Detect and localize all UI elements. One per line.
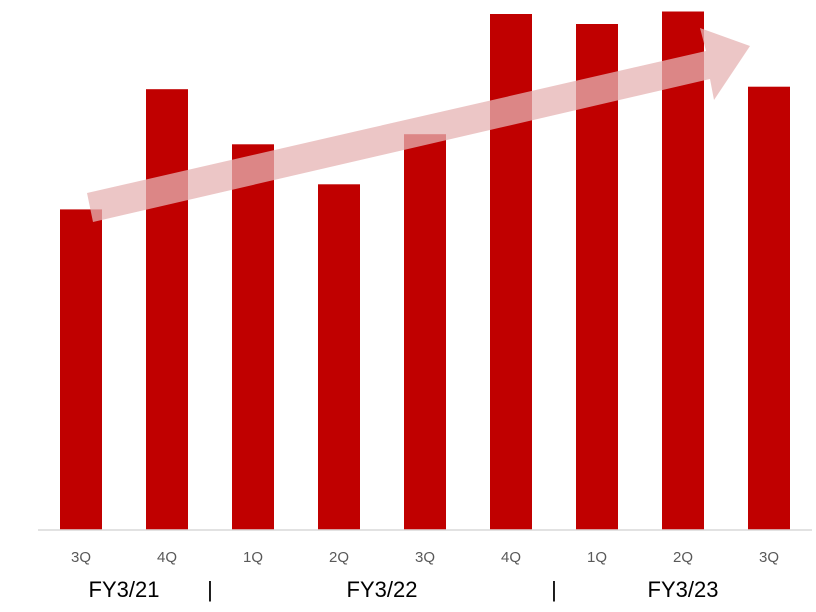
tick-label-5: 4Q bbox=[501, 549, 521, 566]
tick-label-4: 3Q bbox=[415, 549, 435, 566]
bar-5 bbox=[490, 14, 532, 530]
tick-label-2: 1Q bbox=[243, 549, 263, 566]
bar-8 bbox=[748, 86, 790, 530]
bar-4 bbox=[404, 134, 446, 530]
bar-0 bbox=[60, 209, 102, 530]
tick-label-7: 2Q bbox=[673, 549, 693, 566]
fiscal-year-label-1: FY3/22 bbox=[347, 577, 418, 602]
tick-label-6: 1Q bbox=[587, 549, 607, 566]
bar-2 bbox=[232, 144, 274, 531]
bar-3 bbox=[318, 184, 360, 531]
tick-label-3: 2Q bbox=[329, 549, 349, 566]
fiscal-year-separator-1: | bbox=[551, 577, 557, 602]
bars-group bbox=[60, 11, 790, 531]
tick-labels-group: 3Q 4Q 1Q 2Q 3Q 4Q 1Q 2Q 3Q bbox=[71, 549, 779, 566]
tick-label-0: 3Q bbox=[71, 549, 91, 566]
fiscal-year-label-2: FY3/23 bbox=[648, 577, 719, 602]
bar-1 bbox=[146, 89, 188, 530]
tick-label-1: 4Q bbox=[157, 549, 177, 566]
tick-label-8: 3Q bbox=[759, 549, 779, 566]
trend-arrow bbox=[87, 28, 750, 222]
bar-7 bbox=[662, 11, 704, 530]
fiscal-year-labels-group: FY3/21 | FY3/22 | FY3/23 bbox=[89, 577, 719, 602]
fiscal-year-label-0: FY3/21 bbox=[89, 577, 160, 602]
fiscal-year-separator-0: | bbox=[207, 577, 213, 602]
